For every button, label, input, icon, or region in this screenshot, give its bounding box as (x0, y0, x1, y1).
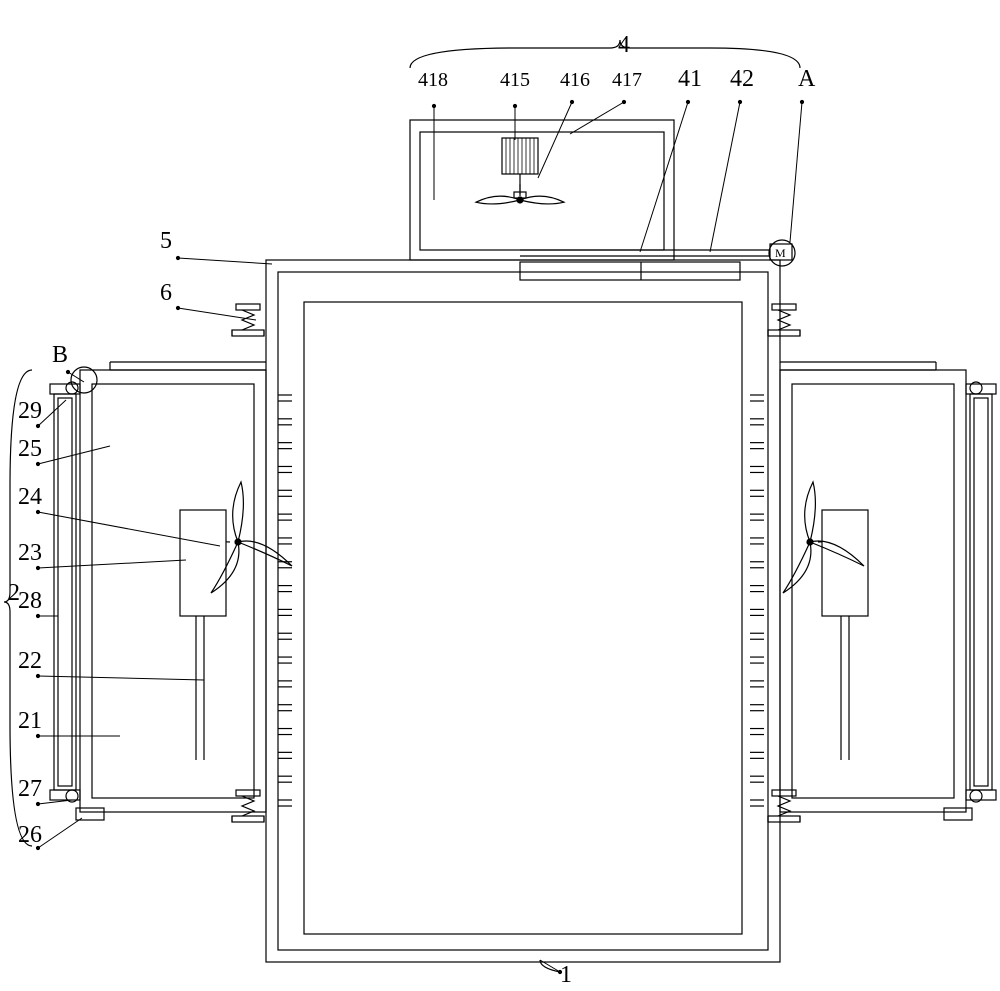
callout-B: B (52, 342, 68, 368)
callout-27: 27 (18, 776, 42, 802)
callout-415: 415 (500, 69, 530, 91)
callout-26: 26 (18, 822, 42, 848)
callout-42: 42 (730, 66, 754, 92)
callout-416: 416 (560, 69, 590, 91)
callout-29: 29 (18, 398, 42, 424)
callout-41: 41 (678, 66, 702, 92)
callout-A: A (798, 66, 816, 92)
callout-1: 1 (560, 962, 572, 988)
callout-22: 22 (18, 648, 42, 674)
callout-6: 6 (160, 280, 172, 306)
svg-text:M: M (775, 246, 786, 260)
callout-24: 24 (18, 484, 42, 510)
callout-4: 4 (618, 32, 630, 58)
callout-28: 28 (18, 588, 42, 614)
callout-417: 417 (612, 69, 642, 91)
callout-5: 5 (160, 228, 172, 254)
callout-21: 21 (18, 708, 42, 734)
callout-418: 418 (418, 69, 448, 91)
callout-23: 23 (18, 540, 42, 566)
callout-25: 25 (18, 436, 42, 462)
